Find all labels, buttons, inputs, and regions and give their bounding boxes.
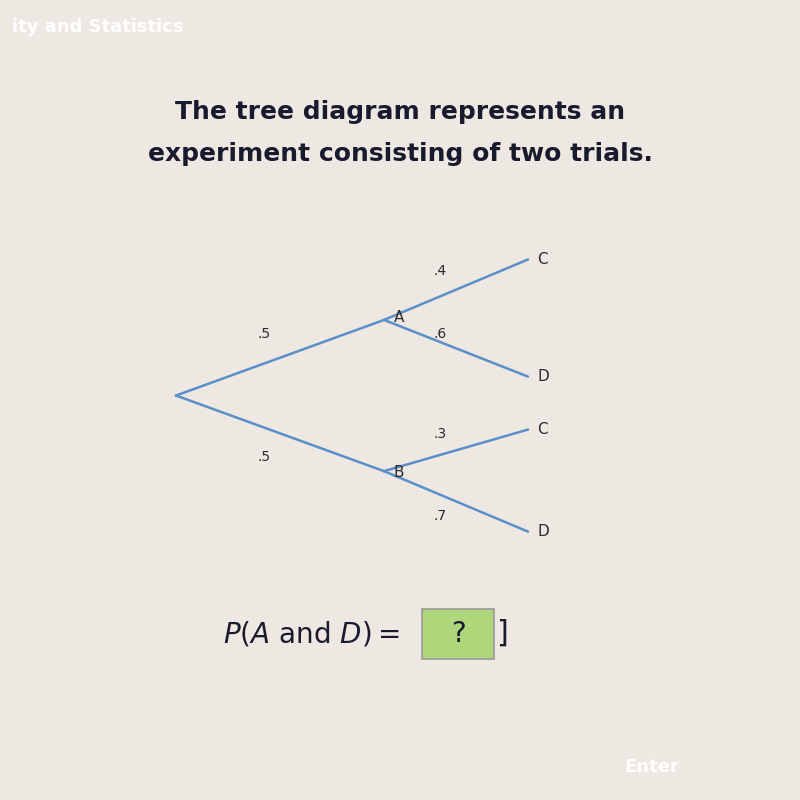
Text: .6: .6: [434, 326, 446, 341]
Text: Enter: Enter: [625, 758, 679, 776]
Text: B: B: [394, 465, 404, 480]
Text: .5: .5: [258, 327, 270, 341]
Text: .7: .7: [434, 509, 446, 523]
Text: $P(A\ \mathrm{and}\ D) = $: $P(A\ \mathrm{and}\ D) = $: [223, 619, 400, 648]
Text: .5: .5: [258, 450, 270, 464]
Text: A: A: [394, 310, 404, 325]
Text: experiment consisting of two trials.: experiment consisting of two trials.: [147, 142, 653, 166]
Text: D: D: [538, 524, 550, 539]
Text: ]: ]: [496, 619, 508, 648]
Text: .3: .3: [434, 427, 446, 442]
Text: .4: .4: [434, 264, 446, 278]
Text: D: D: [538, 369, 550, 384]
Text: C: C: [538, 422, 548, 437]
Text: The tree diagram represents an: The tree diagram represents an: [175, 100, 625, 124]
Text: ?: ?: [450, 620, 466, 648]
Text: ity and Statistics: ity and Statistics: [12, 18, 183, 36]
Text: C: C: [538, 252, 548, 267]
FancyBboxPatch shape: [422, 609, 494, 658]
